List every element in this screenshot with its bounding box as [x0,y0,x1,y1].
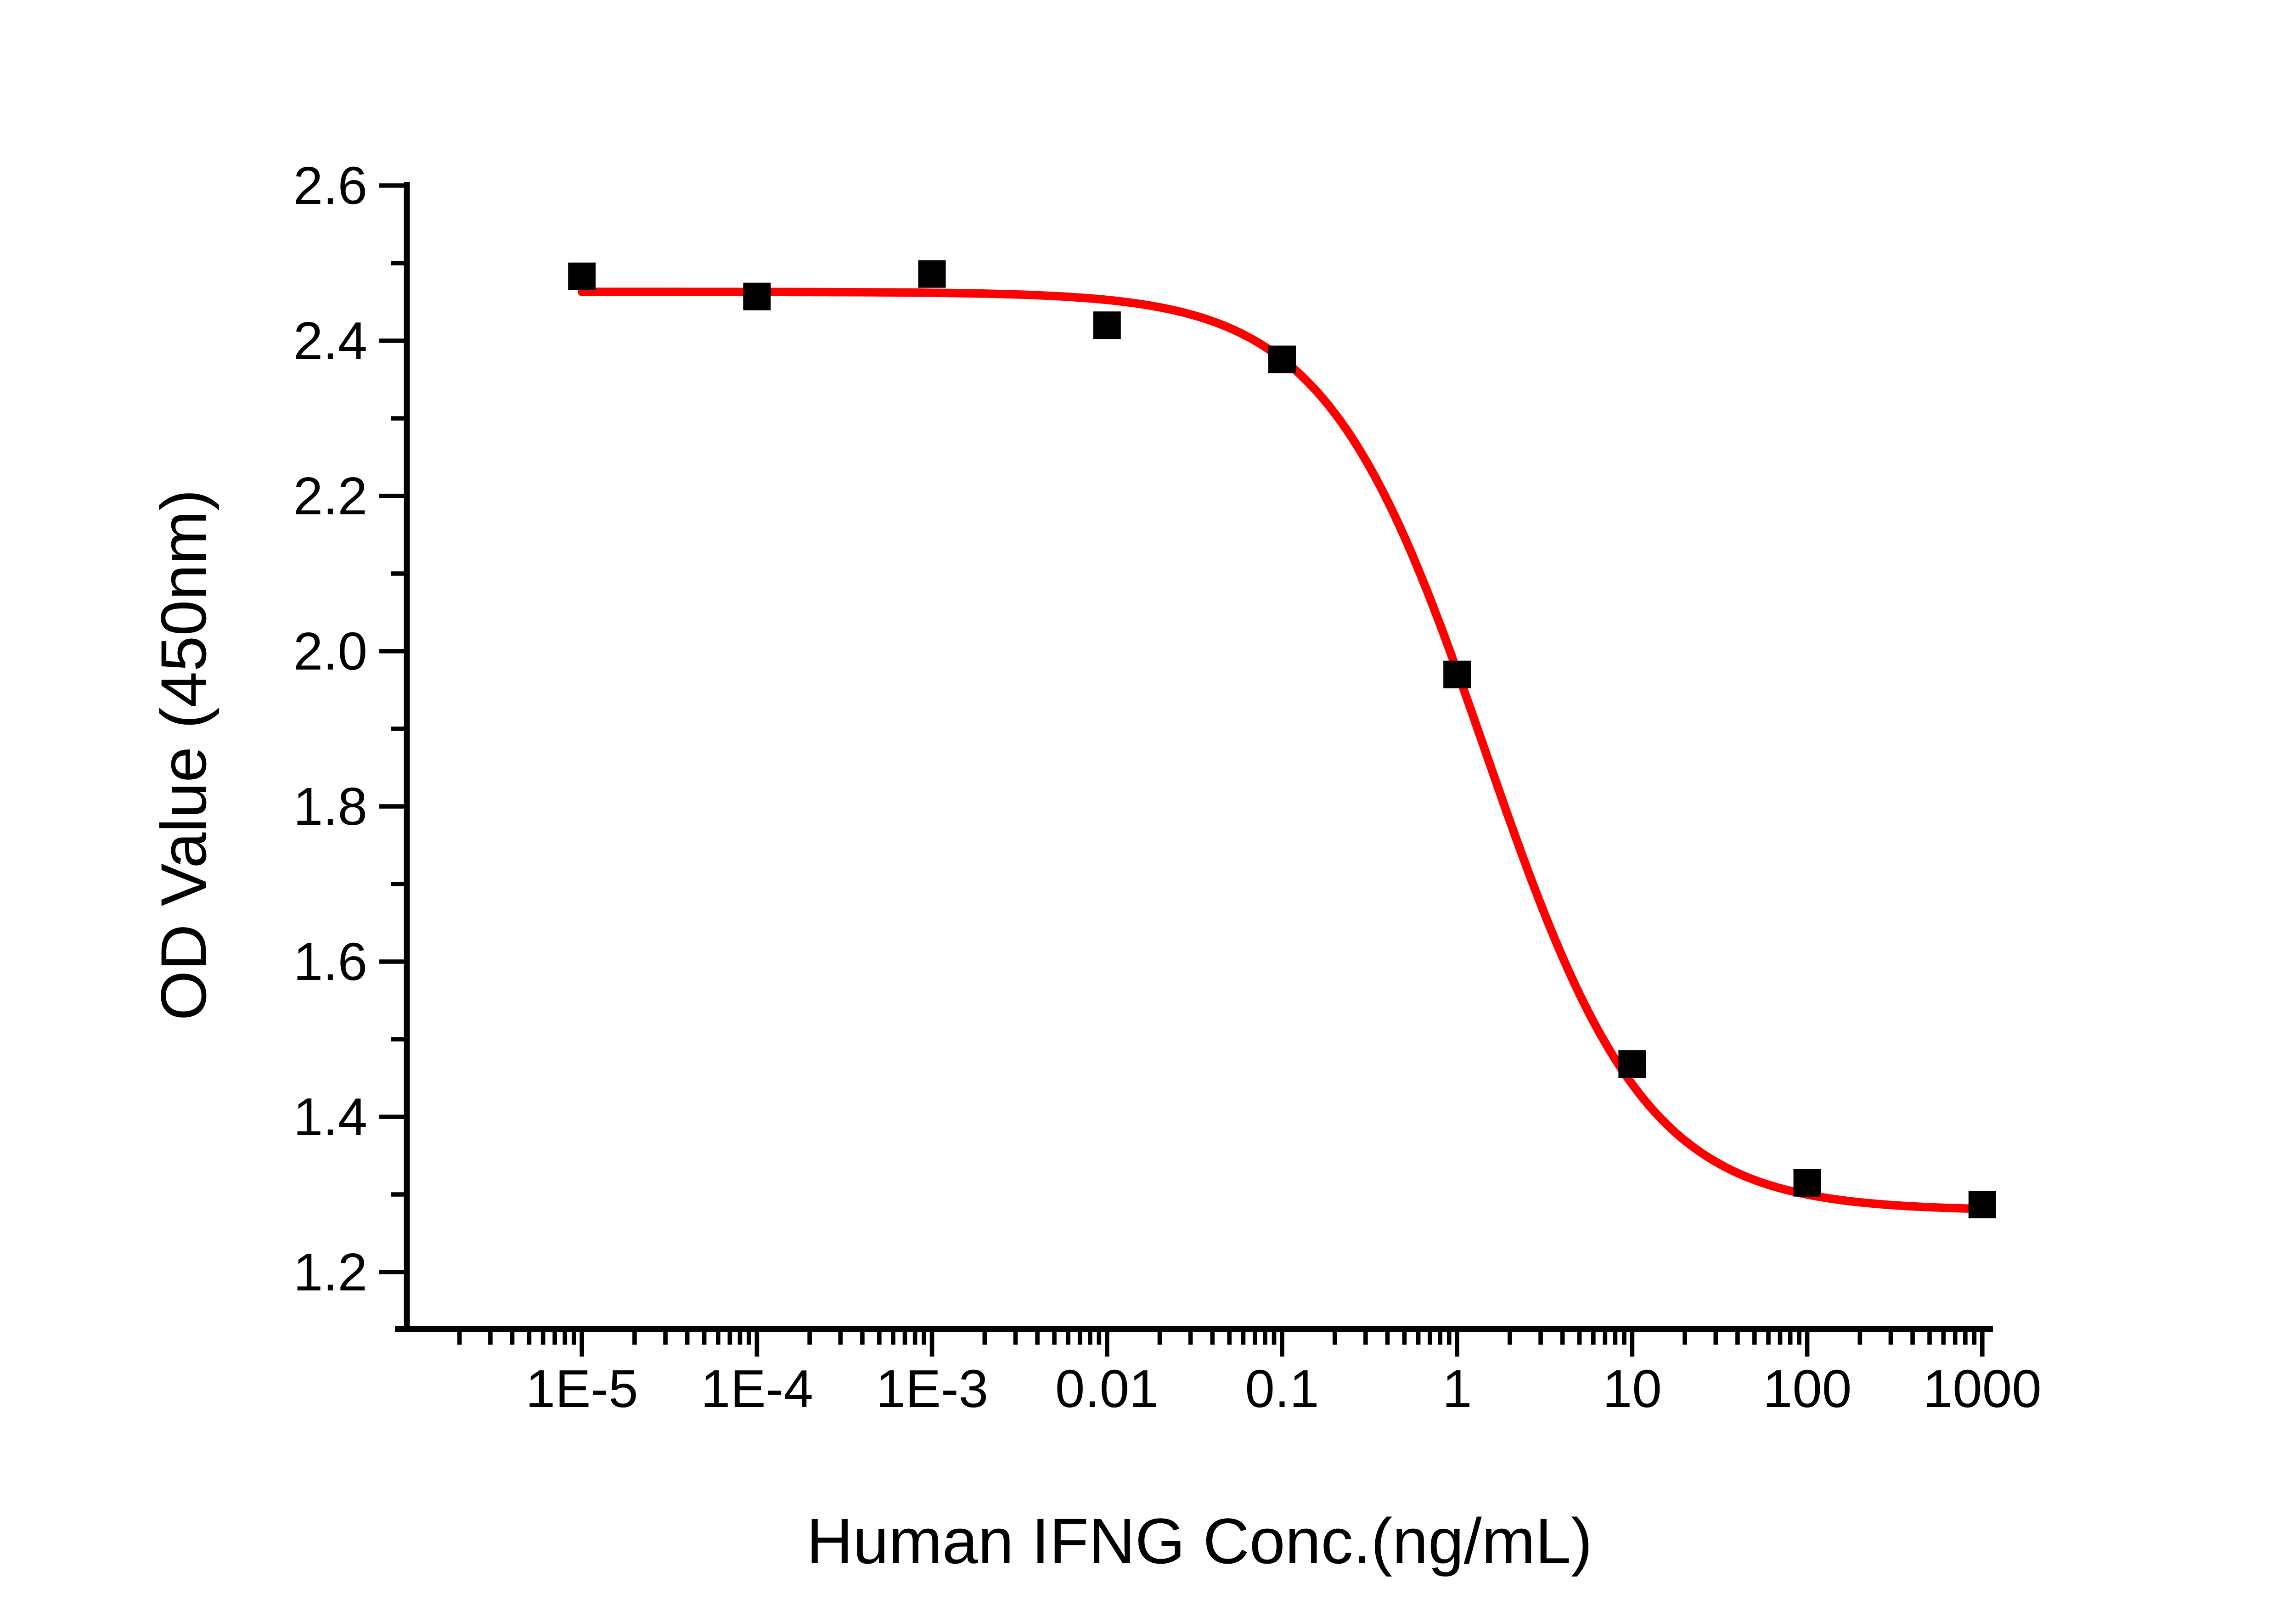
data-point-layer [568,260,1996,1218]
x-tick-label-0.01: 0.01 [1055,1359,1159,1419]
x-tick-label-10: 10 [1603,1359,1662,1419]
y-tick-label-1.8: 1.8 [293,777,367,836]
fit-curve-layer [577,287,1986,1213]
y-axis-ticks [379,183,407,1274]
data-point-0.1 [1268,345,1296,373]
data-point-1E-3 [918,260,946,288]
y-axis-title: OD Value (450nm) [147,490,219,1021]
x-tick-label-1000: 1000 [1923,1359,2042,1419]
data-point-100 [1793,1169,1821,1197]
fit-curve-line [577,287,1986,1213]
x-axis-tick-labels: 1E-5 1E-4 1E-3 0.01 0.1 1 10 100 1000 [526,1359,2042,1419]
y-tick-label-2.4: 2.4 [293,311,367,371]
x-tick-label-1: 1 [1442,1359,1472,1419]
y-tick-label-2.6: 2.6 [293,156,367,215]
data-point-1E-5 [568,262,596,290]
x-tick-label-1E-4: 1E-4 [701,1359,813,1419]
x-tick-label-1E-3: 1E-3 [876,1359,988,1419]
y-tick-label-2.0: 2.0 [293,621,367,681]
data-point-0.01 [1093,311,1121,339]
data-point-10 [1618,1050,1646,1078]
data-point-1E-4 [743,282,771,310]
x-tick-label-1E-5: 1E-5 [526,1359,638,1419]
y-tick-label-1.6: 1.6 [293,932,367,991]
x-tick-label-0.1: 0.1 [1245,1359,1319,1419]
y-tick-label-1.2: 1.2 [293,1242,367,1302]
y-tick-label-2.2: 2.2 [293,466,367,526]
data-point-1 [1443,660,1471,688]
y-axis-tick-labels: 1.2 1.4 1.6 1.8 2.0 2.2 2.4 2.6 [293,156,367,1302]
y-tick-label-1.4: 1.4 [293,1087,367,1147]
data-point-1000 [1968,1190,1996,1218]
x-axis-title: Human IFNG Conc.(ng/mL) [806,1505,1593,1577]
x-axis-ticks [457,1329,1985,1357]
x-tick-label-100: 100 [1763,1359,1852,1419]
